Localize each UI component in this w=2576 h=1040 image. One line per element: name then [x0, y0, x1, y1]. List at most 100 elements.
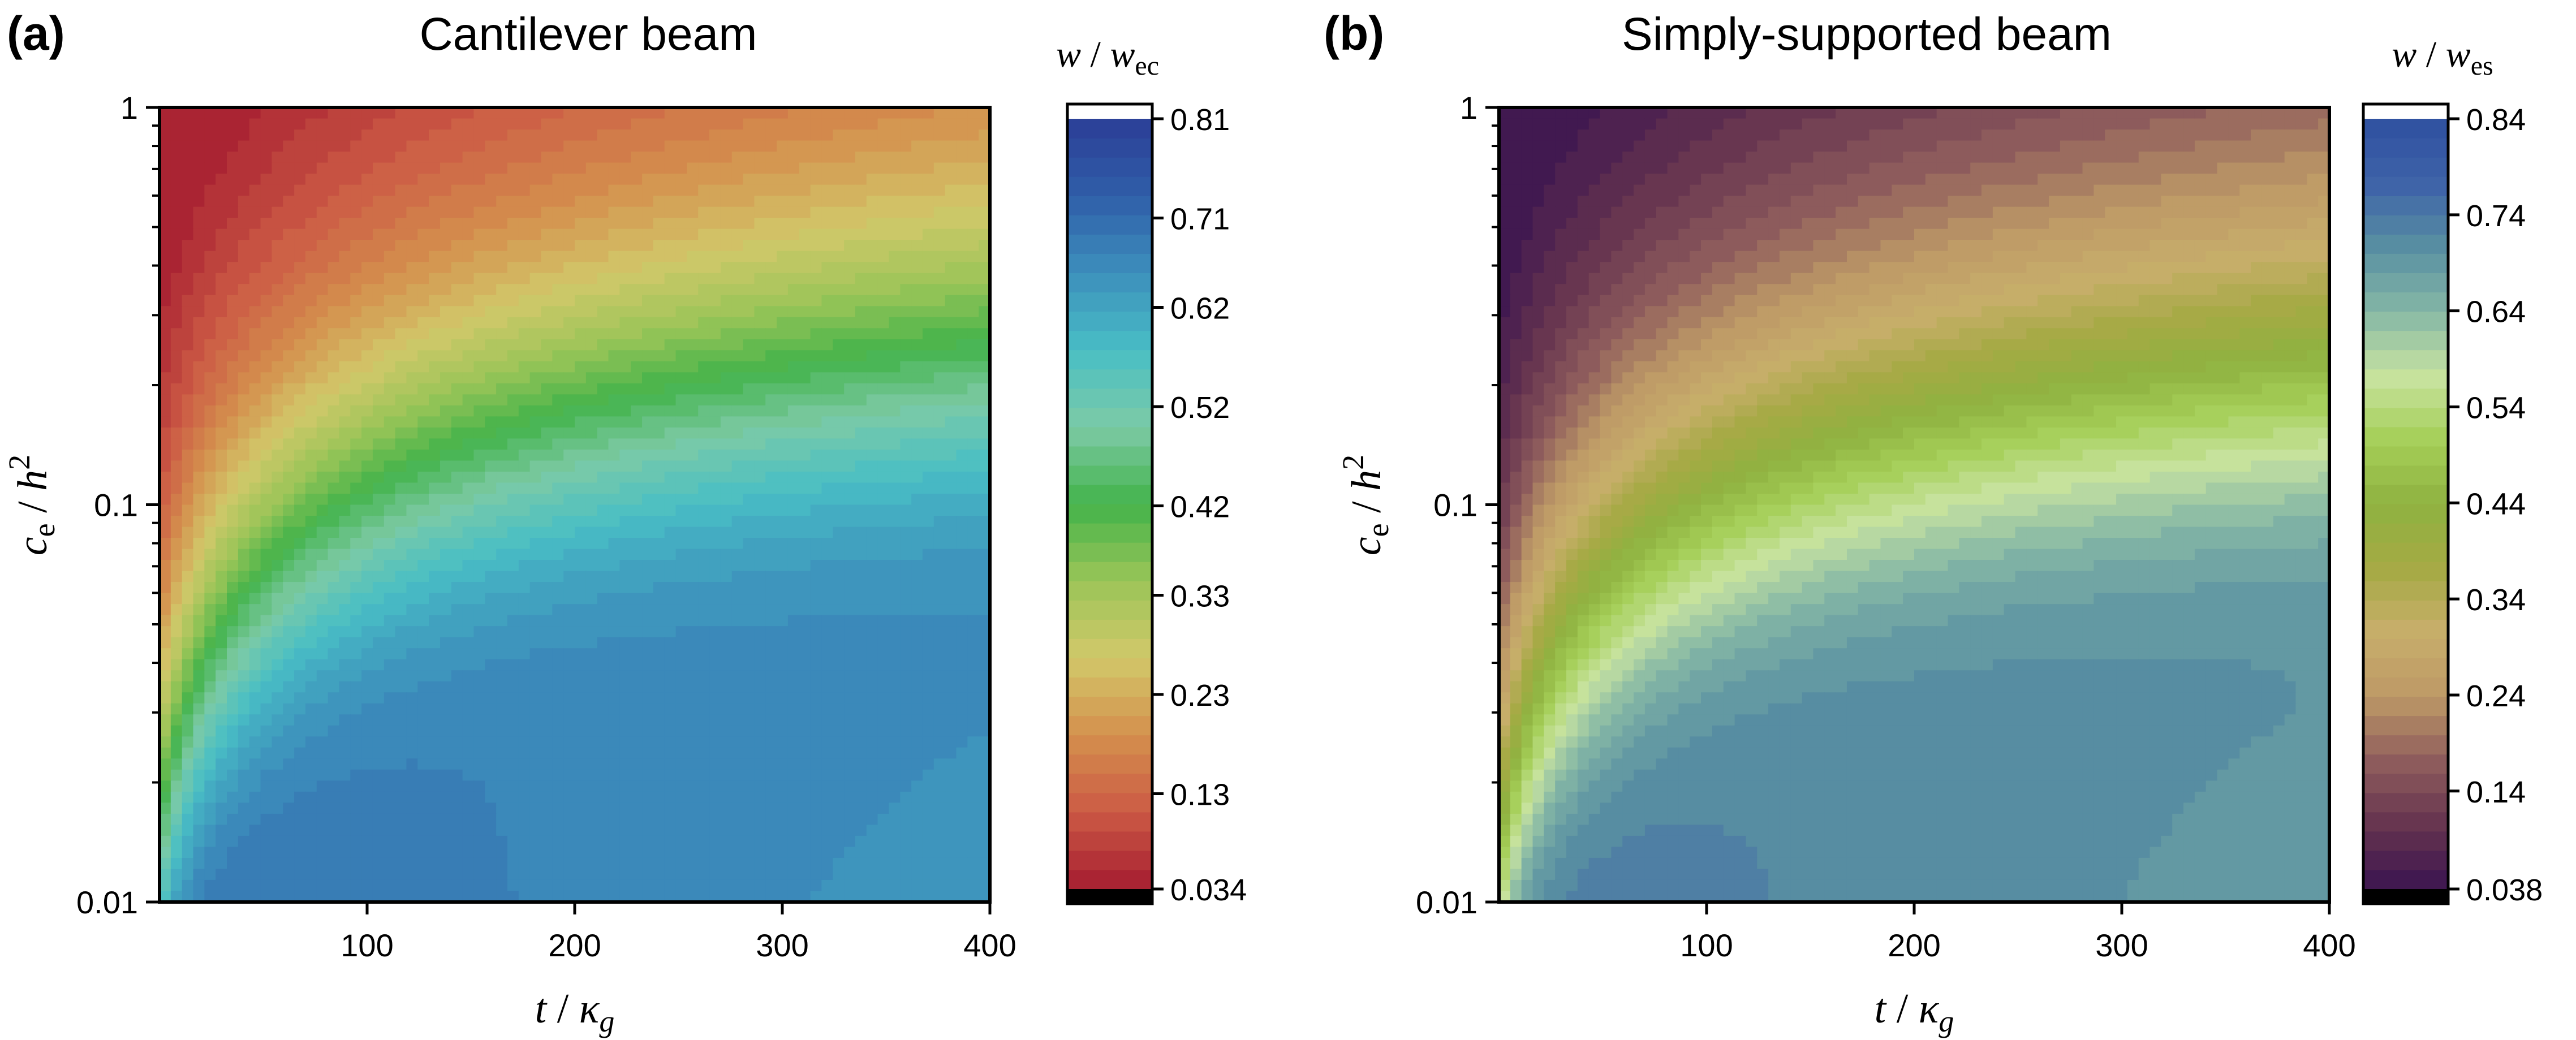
heatmap-cell	[552, 196, 564, 208]
heatmap-cell	[361, 196, 373, 208]
heatmap-cell	[642, 383, 654, 395]
heatmap-cell	[529, 637, 542, 649]
heatmap-cell	[777, 604, 789, 616]
heatmap-cell	[496, 460, 508, 472]
heatmap-cell	[272, 240, 284, 252]
heatmap-cell	[698, 736, 710, 748]
heatmap-cell	[361, 692, 373, 704]
heatmap-cell	[709, 240, 721, 252]
heatmap-cell	[339, 648, 351, 660]
heatmap-cell	[911, 339, 923, 351]
heatmap-cell	[160, 626, 171, 638]
heatmap-cell	[440, 516, 452, 528]
heatmap-cell	[933, 174, 946, 185]
heatmap-cell	[687, 504, 699, 516]
heatmap-cell	[765, 670, 777, 682]
heatmap-cell	[417, 758, 429, 770]
heatmap-cell	[462, 416, 475, 428]
heatmap-cell	[967, 471, 979, 484]
heatmap-cell	[799, 493, 811, 506]
heatmap-cell	[328, 714, 340, 726]
heatmap-cell	[687, 162, 699, 174]
heatmap-cell	[967, 571, 979, 582]
heatmap-cell	[305, 593, 317, 605]
heatmap-cell	[518, 703, 531, 715]
heatmap-cell	[799, 228, 811, 240]
heatmap-cell	[193, 825, 205, 836]
heatmap-cell	[765, 284, 777, 296]
heatmap-cell	[518, 791, 531, 804]
heatmap-cell	[507, 527, 519, 538]
heatmap-cell	[216, 405, 227, 417]
heatmap-cell	[384, 284, 396, 296]
heatmap-cell	[631, 648, 643, 660]
heatmap-cell	[631, 438, 643, 450]
heatmap-cell	[462, 206, 475, 218]
heatmap-cell	[316, 405, 329, 417]
heatmap-cell	[294, 196, 306, 208]
heatmap-cell	[339, 604, 351, 616]
heatmap-cell	[339, 228, 351, 240]
heatmap-cell	[272, 493, 284, 506]
heatmap-cell	[664, 438, 677, 450]
heatmap-cell	[631, 295, 643, 307]
heatmap-cell	[653, 273, 665, 285]
heatmap-cell	[541, 615, 553, 627]
heatmap-cell	[316, 604, 329, 616]
heatmap-cell	[563, 449, 575, 461]
heatmap-cell	[743, 438, 755, 450]
heatmap-cell	[642, 527, 654, 538]
heatmap-cell	[619, 228, 631, 240]
heatmap-cell	[720, 162, 733, 174]
heatmap-cell	[619, 394, 631, 406]
heatmap-cell	[305, 549, 317, 560]
heatmap-cell	[518, 626, 531, 638]
heatmap-cell	[922, 703, 934, 715]
heatmap-cell	[787, 482, 800, 494]
heatmap-cell	[855, 725, 867, 737]
heatmap-cell	[787, 394, 800, 406]
heatmap-cell	[698, 206, 710, 218]
heatmap-cell	[339, 107, 351, 119]
heatmap-cell	[496, 582, 508, 594]
heatmap-cell	[395, 637, 407, 649]
heatmap-cell	[608, 549, 621, 560]
heatmap-cell	[731, 206, 744, 218]
heatmap-cell	[731, 383, 744, 395]
heatmap-cell	[608, 471, 621, 484]
heatmap-cell	[597, 394, 609, 406]
heatmap-cell	[575, 549, 587, 560]
heatmap-cell	[709, 549, 721, 560]
heatmap-cell	[777, 140, 789, 152]
heatmap-cell	[182, 549, 194, 560]
heatmap-cell	[731, 692, 744, 704]
heatmap-cell	[889, 416, 901, 428]
heatmap-cell	[597, 582, 609, 594]
heatmap-cell	[833, 747, 845, 759]
heatmap-cell	[518, 538, 531, 550]
heatmap-cell	[597, 813, 609, 826]
heatmap-cell	[238, 582, 250, 594]
heatmap-cell	[709, 273, 721, 285]
heatmap-cell	[642, 405, 654, 417]
heatmap-cell	[260, 317, 273, 329]
heatmap-cell	[855, 218, 867, 230]
heatmap-cell	[653, 549, 665, 560]
heatmap-cell	[170, 813, 183, 826]
heatmap-cell	[372, 736, 385, 748]
heatmap-cell	[238, 615, 250, 627]
heatmap-cell	[698, 130, 710, 141]
heatmap-cell	[429, 284, 441, 296]
heatmap-cell	[563, 538, 575, 550]
heatmap-cell	[608, 670, 621, 682]
heatmap-cell	[238, 637, 250, 649]
heatmap-cell	[384, 780, 396, 792]
heatmap-cell	[529, 847, 542, 858]
heatmap-cell	[462, 637, 475, 649]
heatmap-cell	[777, 317, 789, 329]
heatmap-cell	[541, 206, 553, 218]
heatmap-cell	[406, 747, 419, 759]
heatmap-cell	[642, 328, 654, 340]
heatmap-cell	[160, 560, 171, 572]
heatmap-cell	[877, 328, 890, 340]
